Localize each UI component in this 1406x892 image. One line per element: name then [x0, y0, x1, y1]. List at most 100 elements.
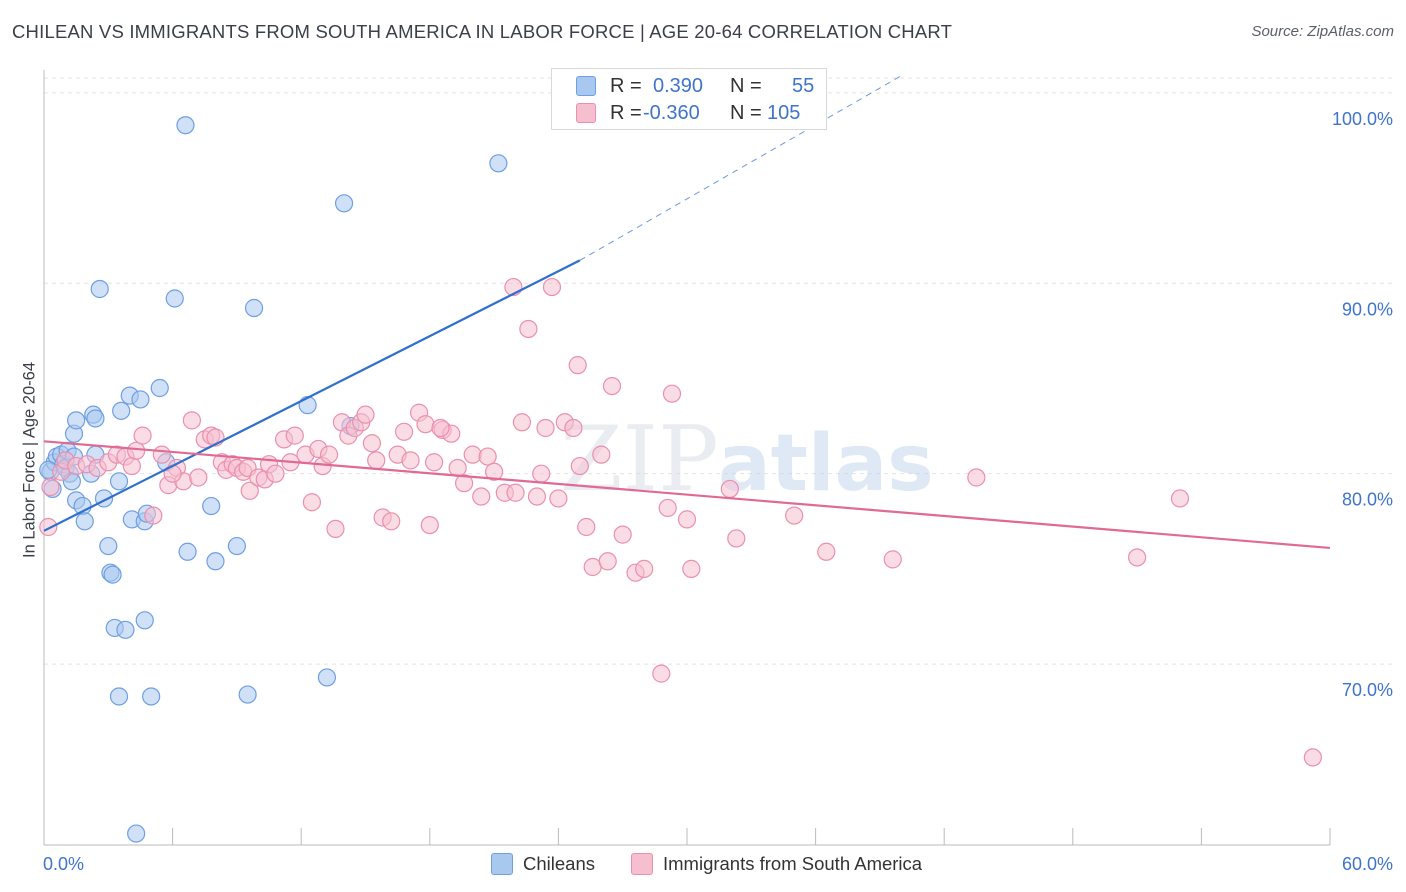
correlation-legend: R = 0.390 N = 55 R = -0.360 N = 105 — [551, 68, 827, 130]
chileans-point — [202, 496, 221, 516]
immigrants-point — [240, 481, 259, 500]
immigrants-point — [420, 515, 439, 535]
immigrants-point — [478, 447, 497, 466]
chileans-point — [112, 401, 131, 420]
bottom-swatch-pink — [631, 853, 653, 875]
immigrants-point — [570, 456, 589, 476]
immigrants-point — [568, 356, 587, 375]
immigrants-point — [727, 529, 746, 548]
immigrants-point — [592, 445, 611, 464]
chart-title: CHILEAN VS IMMIGRANTS FROM SOUTH AMERICA… — [12, 21, 953, 42]
legend-n-label: N = — [730, 74, 762, 97]
immigrants-point — [662, 384, 682, 403]
immigrants-point — [189, 468, 208, 487]
immigrants-point — [720, 479, 739, 499]
immigrants-trend-line — [43, 440, 1331, 550]
chileans-point — [150, 378, 169, 398]
chileans-point — [227, 536, 246, 556]
legend-row-immigrants: R = -0.360 N = 105 — [552, 100, 826, 126]
x-tick-label: 60.0% — [1342, 854, 1393, 874]
immigrants-point — [506, 483, 525, 502]
immigrants-point — [133, 426, 152, 445]
immigrants-point — [356, 405, 375, 424]
chileans-point — [334, 194, 354, 213]
trend-lines — [43, 75, 1331, 550]
immigrants-point — [39, 517, 58, 537]
immigrants-point — [577, 517, 596, 537]
immigrants-point — [431, 418, 450, 438]
immigrants-point — [448, 458, 467, 478]
y-axis-label: In Labor Force | Age 20-64 — [20, 362, 39, 558]
legend-n-value: 55 — [792, 74, 815, 97]
immigrants-point — [394, 422, 414, 441]
chileans-point — [176, 116, 195, 135]
legend-r-label: R = — [610, 74, 642, 97]
chileans-point — [99, 536, 118, 556]
legend-r-value: 0.390 — [653, 74, 704, 97]
chileans-point — [127, 824, 146, 843]
bottom-legend-chileans: Chileans — [491, 852, 595, 876]
immigrants-point — [266, 464, 285, 483]
immigrants-point — [1303, 748, 1322, 767]
immigrants-point — [817, 542, 836, 561]
y-tick-label: 70.0% — [1342, 680, 1393, 700]
immigrants-point — [1127, 548, 1147, 567]
immigrants-point — [362, 434, 382, 453]
immigrants-point — [682, 559, 701, 578]
immigrants-point — [613, 525, 632, 544]
chileans-point — [90, 279, 109, 299]
immigrants-point — [677, 510, 697, 529]
bottom-swatch-blue — [491, 853, 513, 875]
chileans-point — [75, 512, 94, 531]
immigrants-point — [382, 512, 401, 531]
bottom-legend-immigrants: Immigrants from South America — [631, 852, 922, 876]
immigrants-point — [41, 477, 60, 497]
y-tick-label: 90.0% — [1342, 299, 1393, 319]
immigrants-point — [127, 441, 146, 460]
series-immigrants-points — [39, 277, 1322, 767]
immigrants-point — [285, 426, 304, 445]
chileans-point — [86, 409, 105, 428]
x-tick-label: 0.0% — [43, 854, 84, 874]
legend-n-value: 105 — [767, 101, 801, 124]
immigrants-point — [658, 498, 677, 518]
immigrants-point — [549, 489, 568, 508]
chileans-point — [178, 542, 197, 561]
legend-r-label: R = — [610, 101, 642, 124]
immigrants-point — [785, 506, 804, 525]
axes — [43, 70, 1331, 846]
chileans-point — [109, 472, 129, 491]
legend-swatch-pink — [576, 103, 596, 123]
chileans-point — [206, 552, 225, 571]
chileans-point — [142, 687, 161, 706]
immigrants-point — [122, 456, 141, 476]
legend-r-value: -0.360 — [643, 101, 700, 124]
chileans-point — [489, 154, 508, 173]
immigrants-point — [367, 451, 386, 470]
gridlines — [44, 77, 1395, 665]
immigrants-point — [1170, 489, 1190, 508]
immigrants-point — [512, 413, 532, 432]
immigrants-point — [967, 468, 986, 487]
legend-swatch-blue — [576, 76, 596, 96]
watermark-atlas: atlas — [718, 419, 934, 509]
legend-n-label: N = — [730, 101, 762, 124]
immigrants-point — [519, 319, 538, 339]
chileans-point — [109, 687, 129, 706]
chileans-point — [238, 685, 257, 704]
immigrants-point — [536, 418, 555, 438]
chileans-trend-line — [43, 259, 581, 532]
immigrants-point — [182, 411, 201, 430]
immigrants-point — [635, 559, 654, 578]
immigrants-point — [652, 664, 671, 683]
immigrants-point — [302, 493, 322, 512]
immigrants-point — [472, 487, 491, 506]
chileans-point — [244, 298, 264, 318]
chileans-point — [67, 411, 86, 430]
chileans-point — [131, 390, 150, 409]
source-credit: Source: ZipAtlas.com — [1251, 23, 1394, 40]
zipatlas-watermark: ZIP atlas — [560, 407, 934, 512]
immigrants-point — [319, 445, 339, 464]
immigrants-point — [485, 462, 504, 481]
immigrants-point — [463, 445, 482, 464]
